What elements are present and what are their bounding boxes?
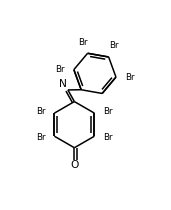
Text: Br: Br [125,73,134,81]
Text: Br: Br [55,65,65,74]
Text: Br: Br [109,42,119,50]
Text: Br: Br [103,107,113,116]
Text: O: O [70,160,78,169]
Text: Br: Br [103,133,113,142]
Text: Br: Br [36,133,45,142]
Text: Br: Br [78,38,87,47]
Text: N: N [59,79,67,89]
Text: Br: Br [36,107,45,116]
